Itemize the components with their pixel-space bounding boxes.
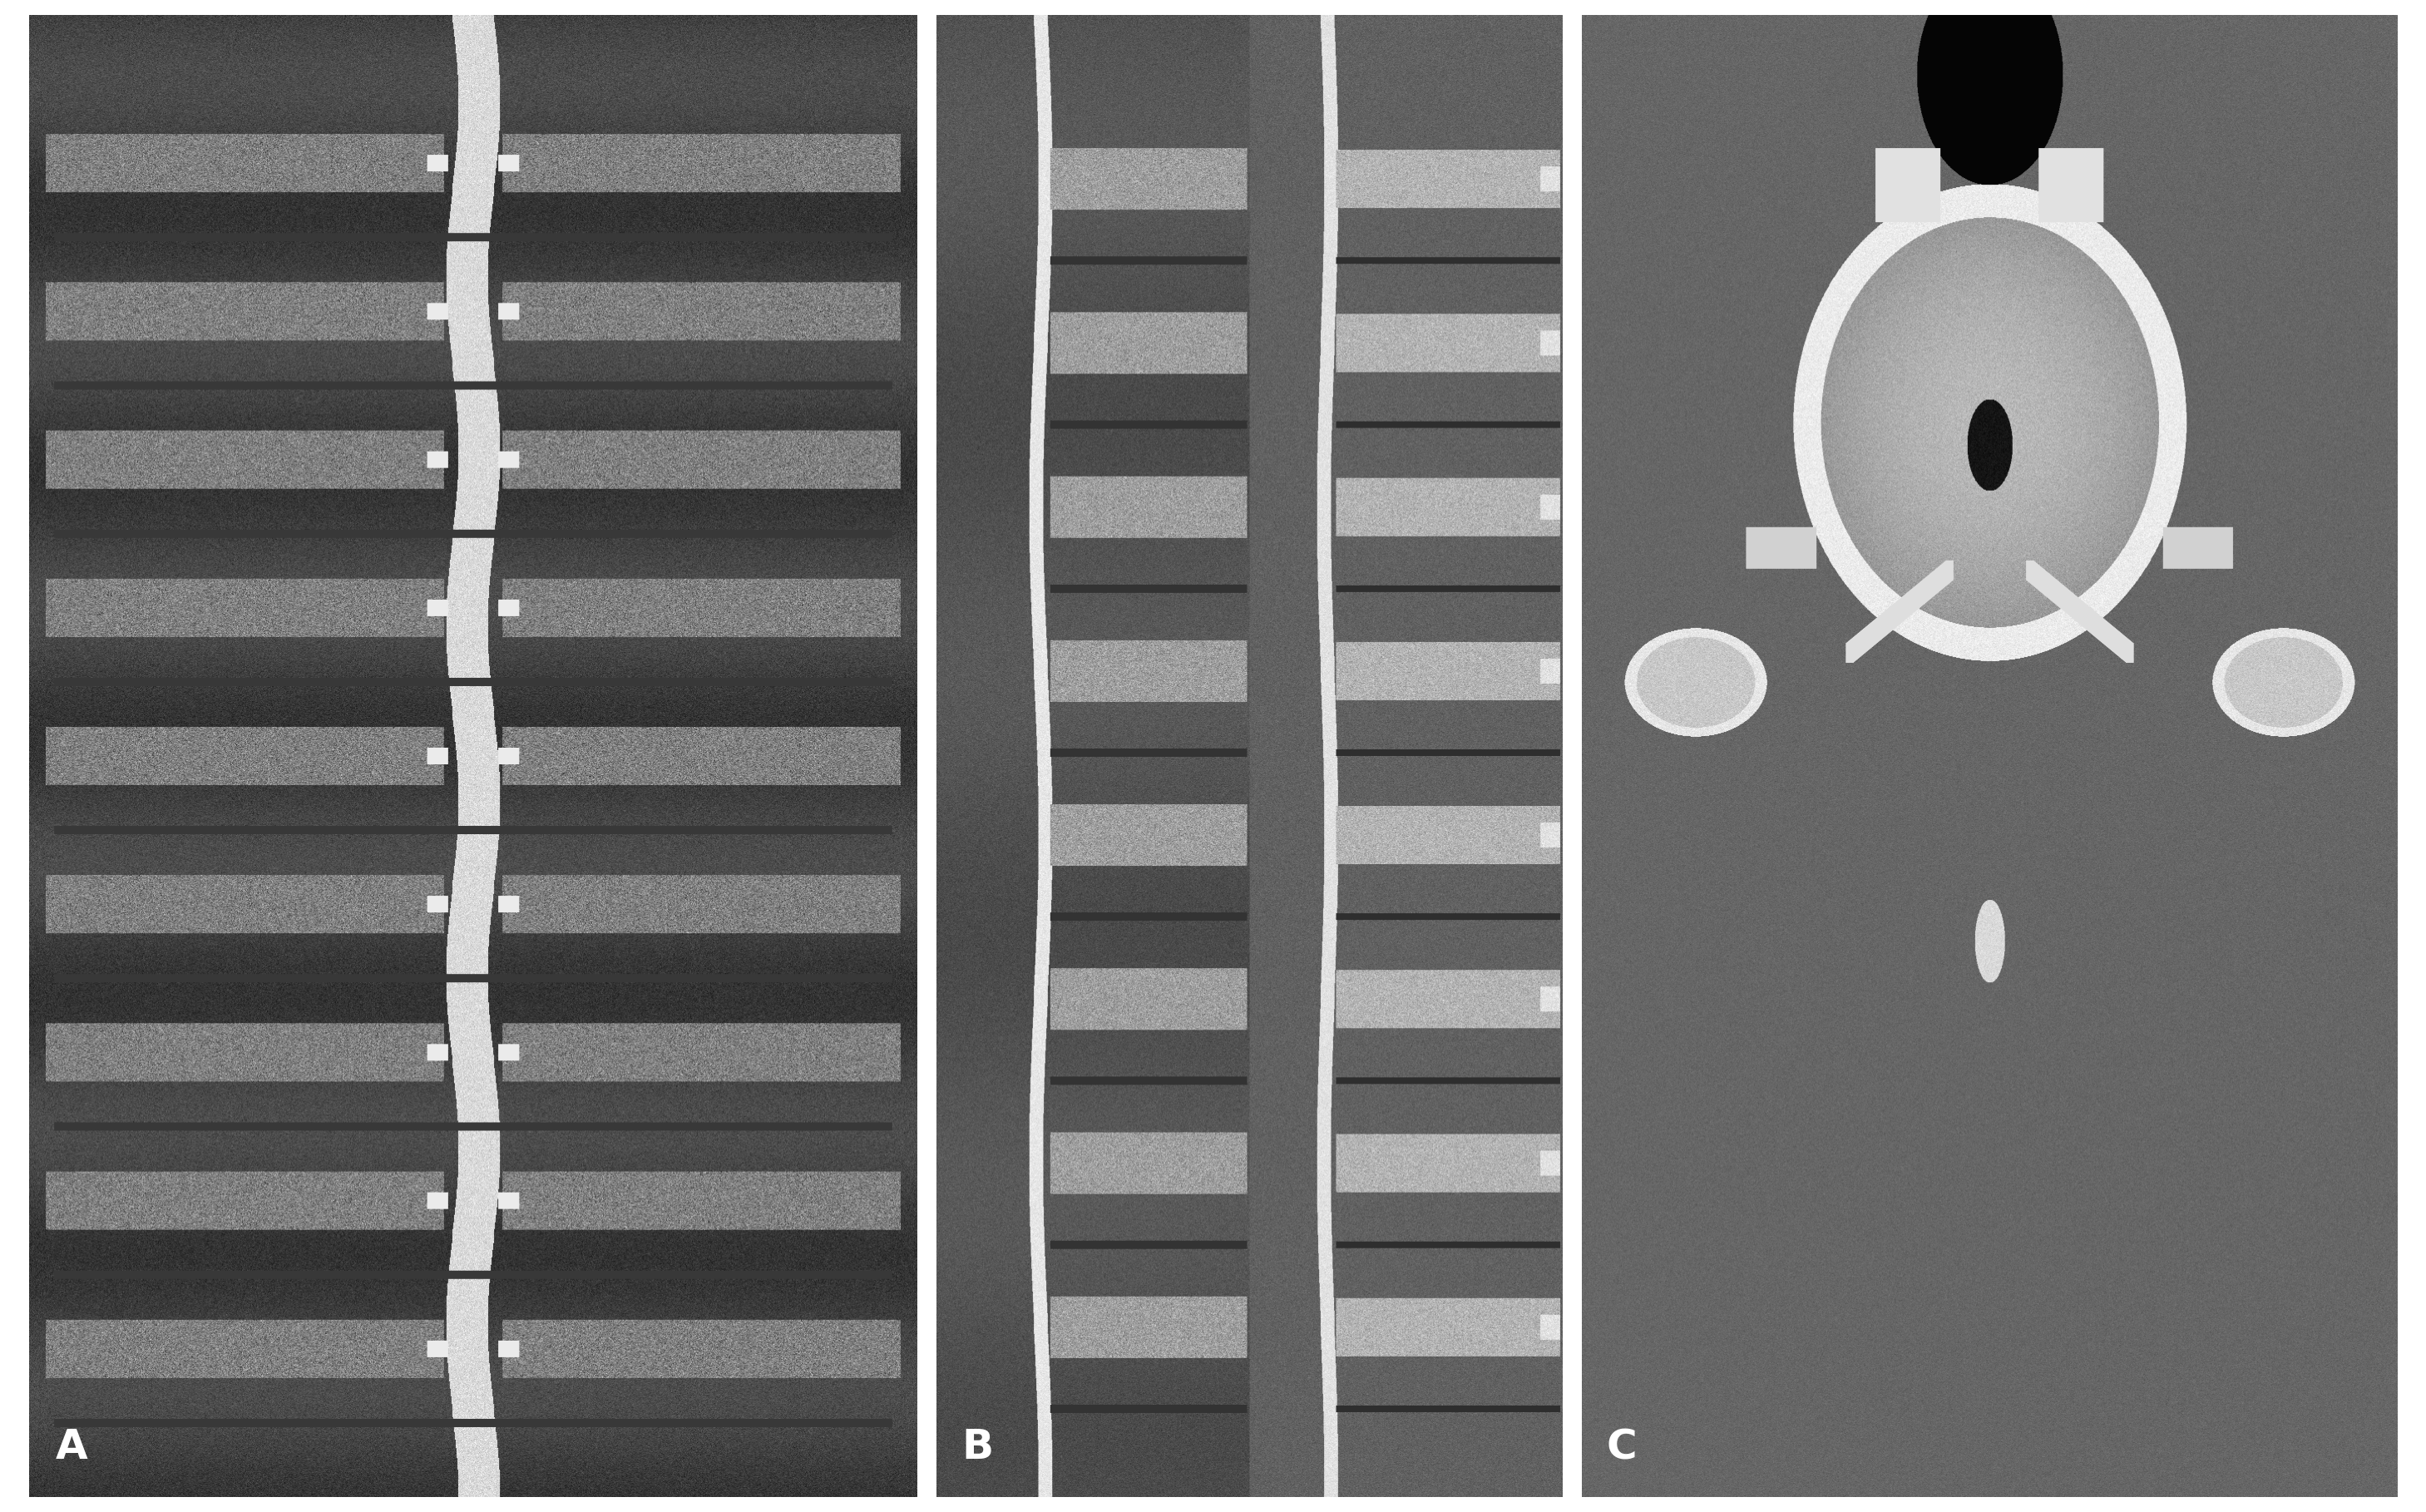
Text: A: A [56,1427,87,1467]
Text: C: C [1606,1427,1638,1467]
Text: B: B [961,1427,992,1467]
